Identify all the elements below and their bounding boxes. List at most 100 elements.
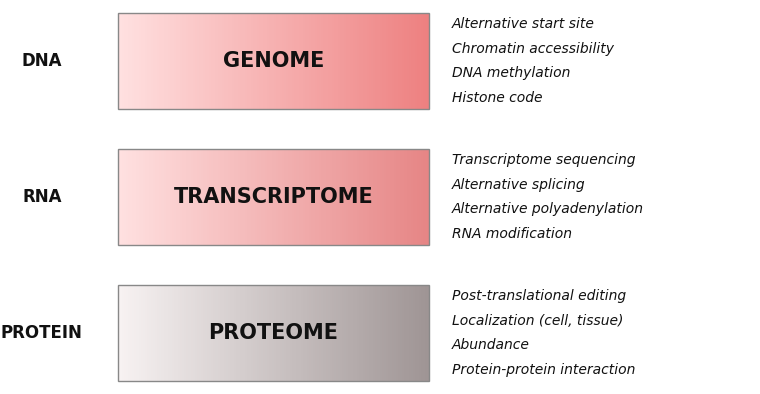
Bar: [182, 285, 184, 381]
Text: RNA modification: RNA modification: [452, 227, 572, 241]
Bar: [356, 149, 359, 245]
Bar: [415, 149, 417, 245]
Bar: [350, 149, 353, 245]
Bar: [137, 13, 138, 110]
Bar: [367, 13, 369, 110]
Bar: [242, 149, 245, 245]
Bar: [255, 13, 257, 110]
Bar: [160, 149, 161, 245]
Bar: [402, 285, 404, 381]
Bar: [172, 285, 174, 381]
Bar: [271, 149, 274, 245]
Bar: [379, 149, 382, 245]
Bar: [217, 13, 220, 110]
Bar: [242, 13, 245, 110]
Bar: [251, 149, 253, 245]
Bar: [191, 285, 192, 381]
Bar: [205, 285, 207, 381]
Bar: [147, 149, 149, 245]
Bar: [398, 149, 401, 245]
Bar: [135, 149, 137, 245]
Bar: [257, 285, 259, 381]
Bar: [309, 149, 311, 245]
Bar: [240, 285, 242, 381]
Bar: [324, 13, 325, 110]
Bar: [118, 285, 120, 381]
Bar: [284, 13, 286, 110]
Bar: [378, 149, 379, 245]
Bar: [309, 285, 311, 381]
Bar: [141, 13, 143, 110]
Bar: [261, 13, 263, 110]
Bar: [207, 13, 209, 110]
Bar: [421, 285, 423, 381]
Bar: [174, 149, 176, 245]
Bar: [240, 149, 242, 245]
Bar: [149, 285, 151, 381]
Bar: [324, 149, 325, 245]
Bar: [315, 13, 317, 110]
Bar: [128, 13, 130, 110]
Bar: [217, 149, 220, 245]
Bar: [147, 285, 149, 381]
Bar: [249, 285, 251, 381]
Bar: [215, 149, 217, 245]
Bar: [367, 285, 369, 381]
Bar: [222, 149, 223, 245]
Bar: [402, 13, 404, 110]
Bar: [427, 13, 429, 110]
Bar: [118, 149, 120, 245]
Bar: [309, 13, 311, 110]
Bar: [305, 149, 307, 245]
Bar: [251, 285, 253, 381]
Bar: [280, 13, 282, 110]
Bar: [280, 149, 282, 245]
Bar: [293, 149, 294, 245]
Bar: [197, 285, 199, 381]
Bar: [255, 149, 257, 245]
Bar: [220, 149, 222, 245]
Bar: [163, 13, 166, 110]
Bar: [130, 285, 132, 381]
Bar: [261, 285, 263, 381]
Bar: [259, 285, 261, 381]
Bar: [270, 285, 271, 381]
Bar: [271, 13, 274, 110]
Bar: [239, 285, 240, 381]
Bar: [332, 149, 334, 245]
Bar: [404, 149, 407, 245]
Bar: [124, 149, 126, 245]
Bar: [427, 149, 429, 245]
Text: PROTEIN: PROTEIN: [1, 324, 83, 342]
Bar: [334, 13, 336, 110]
Bar: [192, 13, 195, 110]
Bar: [317, 13, 319, 110]
Bar: [153, 285, 155, 381]
Bar: [421, 13, 423, 110]
Bar: [423, 149, 426, 245]
Bar: [223, 149, 226, 245]
Bar: [382, 285, 384, 381]
Bar: [166, 149, 168, 245]
Text: RNA: RNA: [22, 188, 62, 206]
Bar: [342, 13, 344, 110]
Bar: [356, 13, 359, 110]
Bar: [214, 285, 215, 381]
Bar: [321, 285, 324, 381]
Bar: [324, 285, 325, 381]
Bar: [390, 149, 392, 245]
Text: Post-translational editing: Post-translational editing: [452, 289, 626, 303]
Bar: [188, 149, 191, 245]
Bar: [426, 149, 427, 245]
Text: Transcriptome sequencing: Transcriptome sequencing: [452, 153, 635, 167]
Bar: [236, 285, 239, 381]
Bar: [246, 285, 249, 381]
Bar: [392, 13, 394, 110]
Bar: [384, 13, 386, 110]
Bar: [384, 285, 386, 381]
Text: Alternative start site: Alternative start site: [452, 17, 595, 31]
Bar: [378, 285, 379, 381]
Bar: [232, 285, 234, 381]
Bar: [375, 149, 378, 245]
Text: GENOME: GENOME: [223, 51, 325, 71]
